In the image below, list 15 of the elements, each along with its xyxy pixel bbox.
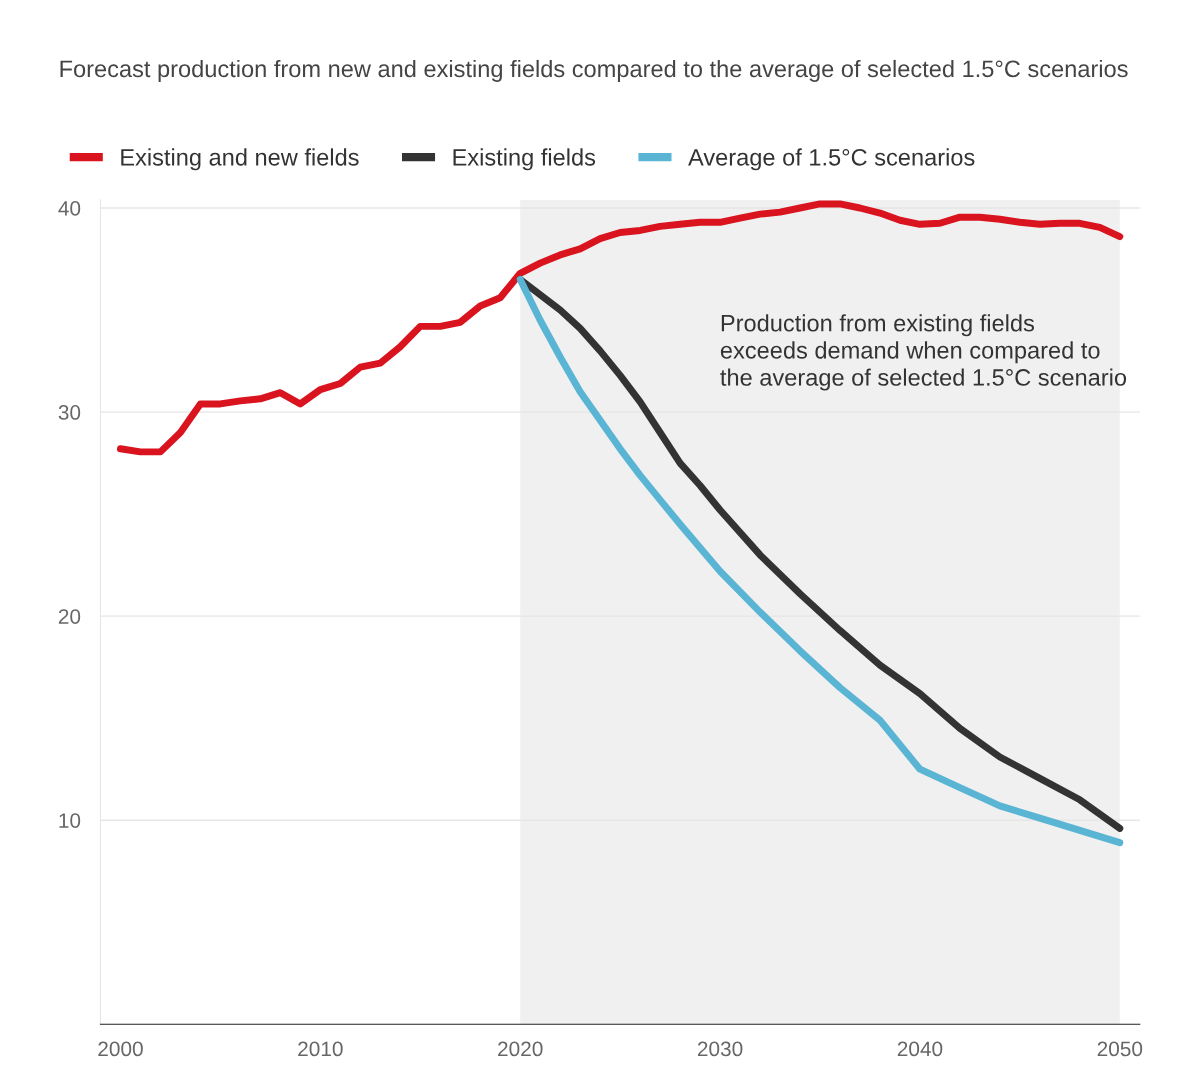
y-tick-label: 40 bbox=[58, 201, 81, 216]
x-tick-label: 2020 bbox=[498, 1041, 543, 1057]
y-tick-label: 30 bbox=[58, 405, 81, 420]
x-tick-label: 2010 bbox=[298, 1041, 343, 1057]
x-tick-label: 2000 bbox=[98, 1041, 143, 1057]
annotation: Production from existing fields exceeds demand when compared to the average of selected 1.5°C scenario bbox=[720, 314, 1127, 391]
x-tick-label: 2050 bbox=[1097, 1041, 1143, 1057]
x-tick-label: 2030 bbox=[697, 1041, 743, 1057]
chart-title: Forecast production from new and existing fields compared to the average of selected 1.5°C scenarios bbox=[60, 59, 1128, 82]
legend-label: Existing fields bbox=[453, 148, 596, 171]
x-tick-label: 2040 bbox=[897, 1041, 943, 1057]
y-tick-label: 10 bbox=[59, 813, 81, 828]
y-tick-label: 20 bbox=[58, 609, 81, 624]
legend-label: Average of 1.5°C scenarios bbox=[688, 148, 975, 171]
legend-label: Existing and new fields bbox=[121, 148, 359, 171]
